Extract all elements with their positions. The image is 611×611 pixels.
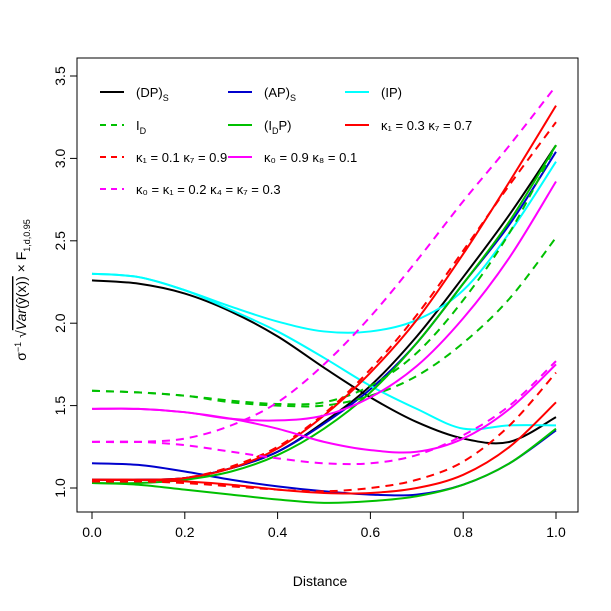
x-tick-label: 0.8 bbox=[453, 524, 473, 540]
legend: (DP)S (AP)S (IP) ID (IDP) κ₁ = 0.3 κ₇ = 0.7 κ₁… bbox=[100, 85, 472, 197]
x-tick-label: 1.0 bbox=[546, 524, 566, 540]
legend-item: (AP)S bbox=[228, 85, 296, 103]
series-layer bbox=[91, 85, 557, 504]
legend-item: ID bbox=[100, 118, 147, 136]
series-line-black bbox=[91, 279, 557, 445]
series-line-magenta-dashed bbox=[91, 360, 557, 466]
x-tick-label: 0.0 bbox=[82, 524, 102, 540]
legend-item: κ₀ = κ₁ = 0.2 κ₄ = κ₇ = 0.3 bbox=[100, 182, 281, 197]
x-tick-label: 0.6 bbox=[361, 524, 381, 540]
plot-frame bbox=[76, 57, 579, 513]
y-tick-label: 2.5 bbox=[52, 231, 68, 251]
legend-label: ID bbox=[136, 118, 147, 136]
y-tick-label: 3.5 bbox=[52, 66, 68, 86]
x-axis-title: Distance bbox=[293, 573, 348, 589]
y-tick-label: 1.0 bbox=[52, 478, 68, 498]
x-tick-label: 0.2 bbox=[175, 524, 195, 540]
legend-label: (AP)S bbox=[264, 85, 296, 103]
y-tick-label: 3.0 bbox=[52, 148, 68, 168]
legend-item: κ₁ = 0.3 κ₇ = 0.7 bbox=[345, 118, 472, 133]
series-line-red-dashed bbox=[91, 371, 557, 493]
legend-item: (IP) bbox=[345, 85, 402, 100]
legend-label: κ₀ = κ₁ = 0.2 κ₄ = κ₇ = 0.3 bbox=[136, 182, 281, 197]
series-line-green bbox=[91, 427, 557, 504]
series-line-green-dashed bbox=[91, 144, 557, 406]
legend-label: κ₀ = 0.9 κ₈ = 0.1 bbox=[264, 150, 357, 165]
legend-item: (DP)S bbox=[100, 85, 169, 103]
legend-item: (IDP) bbox=[228, 118, 291, 136]
series-line-red-dashed bbox=[91, 121, 557, 483]
legend-label: κ₁ = 0.3 κ₇ = 0.7 bbox=[381, 118, 472, 133]
series-line-magenta bbox=[91, 180, 557, 422]
series-line-magenta-dashed bbox=[91, 85, 557, 444]
series-line-red bbox=[91, 401, 557, 495]
y-tick-label: 1.5 bbox=[52, 396, 68, 416]
legend-label: κ₁ = 0.1 κ₇ = 0.9 bbox=[136, 150, 227, 165]
y-axis-title: σ−1√Var(ŷ(x)) × F1,d,0.95 bbox=[13, 219, 32, 361]
series-line-cyan bbox=[91, 272, 557, 431]
svg-text:σ−1√Var(ŷ(x)) × F1,d,0.95: σ−1√Var(ŷ(x)) × F1,d,0.95 bbox=[13, 219, 32, 361]
axes-layer: 0.0 0.2 0.4 0.6 0.8 1.0 1.0 1.5 2.0 2.5 3.0 3.5 bbox=[52, 57, 579, 540]
x-tick-label: 0.4 bbox=[268, 524, 288, 540]
legend-label: (IP) bbox=[381, 85, 402, 100]
y-tick-label: 2.0 bbox=[52, 313, 68, 333]
legend-label: (IDP) bbox=[264, 118, 291, 136]
legend-item: κ₁ = 0.1 κ₇ = 0.9 bbox=[100, 150, 227, 165]
legend-item: κ₀ = 0.9 κ₈ = 0.1 bbox=[228, 150, 357, 165]
series-line-magenta bbox=[91, 363, 557, 454]
legend-label: (DP)S bbox=[136, 85, 169, 103]
series-line-blue bbox=[91, 151, 557, 481]
